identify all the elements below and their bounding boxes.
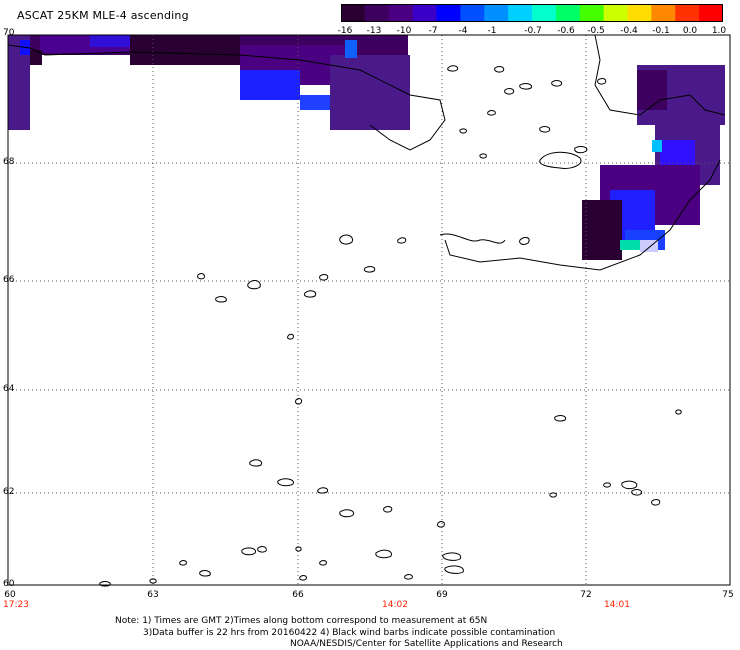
- colorbar-tick: 1.0: [711, 26, 727, 36]
- lat-lon-grid: [8, 35, 730, 585]
- colorbar-tick: -7: [428, 26, 438, 36]
- colorbar-tick: -1: [487, 26, 497, 36]
- note-line-2: 3)Data buffer is 22 hrs from 20160422 4)…: [143, 628, 556, 638]
- wind-swath-west: [8, 35, 410, 130]
- lat-label: 70: [3, 28, 15, 38]
- colorbar-segment: [675, 4, 700, 22]
- colorbar-tick: -0.5: [587, 26, 605, 36]
- colorbar-segment: [412, 4, 438, 22]
- lon-label: 66: [292, 590, 304, 600]
- colorbar-segment: [532, 4, 557, 22]
- colorbar-border: [341, 4, 723, 22]
- map-title: ASCAT 25KM MLE-4 ascending: [17, 9, 189, 22]
- time-label: 14:02: [382, 600, 408, 610]
- colorbar-tick: -10: [396, 26, 412, 36]
- lon-label: 60: [4, 590, 16, 600]
- colorbar-tick: -13: [366, 26, 382, 36]
- colorbar-segment: [436, 4, 461, 22]
- wind-swath-east: [582, 65, 725, 260]
- lat-label: 66: [3, 275, 15, 285]
- colorbar-segment: [651, 4, 676, 22]
- note-line-1: Note: 1) Times are GMT 2)Times along bot…: [115, 616, 488, 626]
- colorbar-segment: [508, 4, 533, 22]
- note-line-3: NOAA/NESDIS/Center for Satellite Applica…: [290, 639, 563, 649]
- coastline: [7, 34, 726, 271]
- lon-label: 69: [436, 590, 448, 600]
- lat-label: 60: [3, 579, 15, 589]
- colorbar-segment: [699, 4, 723, 22]
- lon-label: 72: [580, 590, 592, 600]
- colorbar-segment: [603, 4, 629, 22]
- colorbar-tick: -0.6: [557, 26, 575, 36]
- colorbar-segment: [388, 4, 414, 22]
- colorbar-tick: -4: [458, 26, 468, 36]
- colorbar-segment: [364, 4, 390, 22]
- lat-label: 62: [3, 487, 15, 497]
- lon-label: 63: [147, 590, 159, 600]
- islands: [99, 65, 682, 587]
- colorbar-tick: -0.1: [652, 26, 670, 36]
- lon-label: 75: [722, 590, 734, 600]
- colorbar-tick: -0.7: [524, 26, 542, 36]
- lat-label: 64: [3, 384, 15, 394]
- lat-label: 68: [3, 157, 15, 167]
- time-label: 17:23: [3, 600, 29, 610]
- colorbar-tick: -0.4: [620, 26, 638, 36]
- colorbar-tick: 0.0: [682, 26, 698, 36]
- colorbar-tick: -16: [337, 26, 353, 36]
- colorbar-segment: [627, 4, 652, 22]
- map-frame: [7, 34, 731, 586]
- colorbar-segment: [579, 4, 605, 22]
- time-label: 14:01: [604, 600, 630, 610]
- colorbar: [341, 4, 723, 22]
- colorbar-segment: [341, 4, 366, 22]
- colorbar-segment: [555, 4, 581, 22]
- colorbar-segment: [460, 4, 485, 22]
- colorbar-segment: [484, 4, 509, 22]
